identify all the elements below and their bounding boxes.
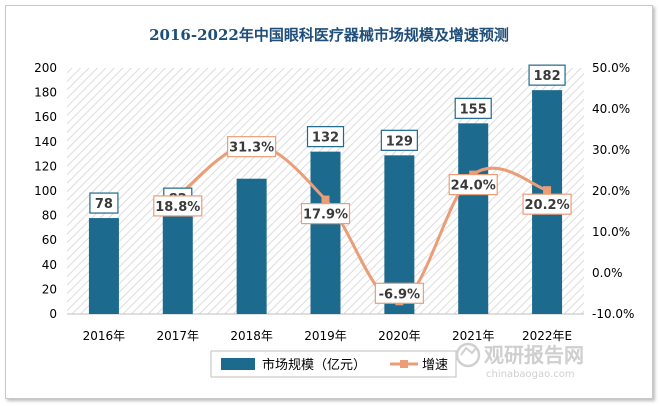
left-tick-label: 20	[42, 282, 57, 296]
left-tick-label: 120	[34, 159, 57, 173]
x-tick-label: 2016年	[83, 329, 126, 343]
left-tick-label: 40	[42, 258, 57, 272]
bar-value-label: 78	[89, 192, 119, 214]
bar	[310, 151, 341, 314]
svg-text:17.9%: 17.9%	[303, 208, 348, 223]
growth-marker	[543, 186, 552, 195]
legend-bar-label: 市场规模（亿元）	[262, 357, 366, 373]
bar-value-label: 132	[306, 126, 345, 148]
svg-text:78: 78	[95, 197, 113, 212]
right-tick-label: 40.0%	[592, 102, 630, 116]
legend-line-marker	[400, 360, 408, 368]
left-tick-label: 180	[34, 86, 57, 100]
chart-svg: 2016-2022年中国眼科医疗器械市场规模及增速预测 0 20 40 60 80 100…	[34, 26, 634, 380]
line-value-label: 24.0%	[448, 174, 498, 196]
left-tick-label: 80	[42, 209, 57, 223]
left-axis: 0 20 40 60 80 100 120 140 160 180 200	[34, 61, 57, 321]
svg-text:24.0%: 24.0%	[451, 179, 496, 194]
svg-text:182: 182	[534, 69, 561, 84]
left-tick-label: 100	[34, 184, 57, 198]
x-tick-label: 2019年	[304, 329, 347, 343]
right-tick-label: 10.0%	[592, 225, 630, 239]
bar	[236, 178, 267, 314]
bar-value-label: 129	[380, 129, 418, 151]
left-tick-label: 60	[42, 233, 57, 247]
watermark-logo-icon	[455, 342, 481, 368]
bar-value-label: 182	[528, 64, 566, 86]
right-tick-label: 0.0%	[592, 266, 623, 280]
right-tick-label: 30.0%	[592, 143, 630, 157]
left-tick-label: 160	[34, 110, 57, 124]
legend-bar-swatch	[221, 358, 255, 370]
x-tick-label: 2022年E	[522, 329, 572, 343]
svg-text:31.3%: 31.3%	[229, 141, 274, 156]
line-value-label: 17.9%	[300, 203, 351, 225]
line-value-label: 18.8%	[153, 195, 203, 217]
line-data-labels: 18.8% 31.3% 17.9% -6.9% 24.0% 20.2%	[153, 136, 572, 304]
growth-marker	[321, 195, 330, 204]
watermark-url: chinabaogao.com	[486, 369, 575, 380]
x-tick-label: 2020年	[378, 329, 421, 343]
line-value-label: -6.9%	[374, 282, 424, 304]
left-tick-label: 140	[34, 135, 57, 149]
left-tick-label: 0	[49, 307, 57, 321]
x-tick-label: 2018年	[230, 329, 273, 343]
bar-value-label: 155	[454, 97, 492, 119]
svg-text:-6.9%: -6.9%	[379, 287, 420, 302]
right-tick-label: -10.0%	[592, 307, 634, 321]
right-tick-label: 50.0%	[592, 61, 630, 75]
bar	[88, 218, 119, 314]
bar-data-labels: 7882132129155182	[89, 64, 566, 214]
watermark-brand: 观研报告网	[484, 343, 584, 367]
right-tick-label: 20.0%	[592, 184, 630, 198]
watermark: 观研报告网 chinabaogao.com	[455, 342, 584, 380]
left-tick-label: 200	[34, 61, 57, 75]
svg-text:18.8%: 18.8%	[155, 200, 200, 215]
x-axis: 2016年 2017年 2018年 2019年 2020年 2021年 2022年E	[67, 313, 584, 343]
svg-text:155: 155	[460, 102, 487, 117]
legend: 市场规模（亿元） 增速	[210, 350, 457, 378]
svg-text:20.2%: 20.2%	[525, 198, 570, 213]
chart-frame: 2016-2022年中国眼科医疗器械市场规模及增速预测 0 20 40 60 80 100…	[5, 5, 653, 399]
bar	[458, 123, 489, 314]
chart-title: 2016-2022年中国眼科医疗器械市场规模及增速预测	[149, 26, 509, 44]
x-tick-label: 2021年	[452, 329, 495, 343]
legend-line-label: 增速	[422, 358, 448, 373]
svg-text:129: 129	[386, 134, 413, 149]
svg-text:132: 132	[312, 131, 339, 146]
line-value-label: 31.3%	[227, 136, 277, 158]
line-value-label: 20.2%	[522, 193, 572, 215]
x-tick-label: 2017年	[157, 329, 200, 343]
bar	[162, 213, 193, 314]
right-axis: -10.0% 0.0% 10.0% 20.0% 30.0% 40.0% 50.0%	[592, 61, 634, 321]
